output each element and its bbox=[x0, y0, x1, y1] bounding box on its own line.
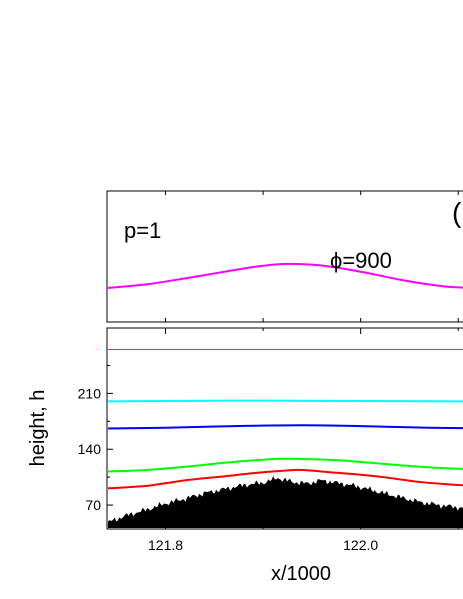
y-tick-label-0: 70 bbox=[85, 497, 101, 513]
x-tick-label-1: 122.0 bbox=[343, 537, 378, 553]
topography-fill bbox=[108, 476, 463, 528]
bottom-panel-series bbox=[108, 349, 463, 490]
top-panel: p=1 ϕ=900 ( bbox=[106, 190, 463, 323]
panel-letter: ( bbox=[452, 197, 462, 228]
topography-layer bbox=[108, 476, 463, 528]
bottom-series-line-3 bbox=[108, 457, 463, 473]
y-axis-title: height, h bbox=[27, 390, 49, 467]
top-panel-frame bbox=[106, 190, 463, 323]
y-tick-label-1: 140 bbox=[78, 441, 102, 457]
x-tick-label-0: 121.8 bbox=[148, 537, 183, 553]
bottom-series-line-1 bbox=[108, 399, 463, 403]
phi-label: ϕ=900 bbox=[330, 248, 392, 273]
top-panel-series bbox=[106, 262, 463, 289]
x-axis-title: x/1000 bbox=[271, 563, 331, 585]
top-panel-ticks bbox=[165, 191, 459, 322]
bottom-series-line-4 bbox=[108, 468, 463, 490]
bottom-panel-ticks bbox=[107, 328, 459, 529]
top-series-line-0 bbox=[106, 262, 463, 289]
y-tick-label-2: 210 bbox=[78, 385, 102, 401]
bottom-panel-frame bbox=[106, 327, 463, 530]
p-label: p=1 bbox=[124, 218, 161, 243]
bottom-series-line-2 bbox=[108, 424, 463, 430]
